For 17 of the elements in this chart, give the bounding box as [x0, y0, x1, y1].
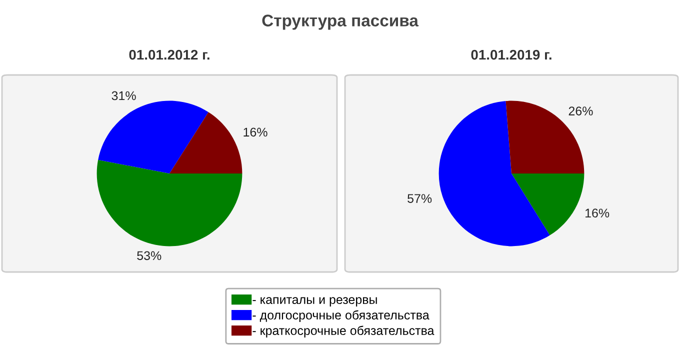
- pie-slice: [438, 101, 550, 246]
- data-label: 31%: [112, 91, 136, 100]
- data-label: 16%: [244, 128, 268, 137]
- data-label: 57%: [408, 194, 432, 203]
- pie-slice: [96, 160, 242, 246]
- data-label: 26%: [568, 106, 593, 116]
- legend-label: - долгосрочные обязательства: [252, 310, 430, 322]
- legend-label: - капиталы и резервы: [252, 297, 377, 306]
- pie-slice: [170, 112, 242, 174]
- chart-title: 01.01.2019 г.: [471, 50, 552, 60]
- chart-title: 01.01.2012 г.: [129, 50, 210, 60]
- legend-label: - краткосрочные обязательства: [252, 326, 434, 338]
- data-label: 16%: [586, 208, 610, 218]
- data-label: 53%: [137, 251, 162, 260]
- pie-slice: [98, 100, 208, 174]
- text: Структура пассива: [262, 14, 419, 30]
- pie-slice: [512, 174, 584, 236]
